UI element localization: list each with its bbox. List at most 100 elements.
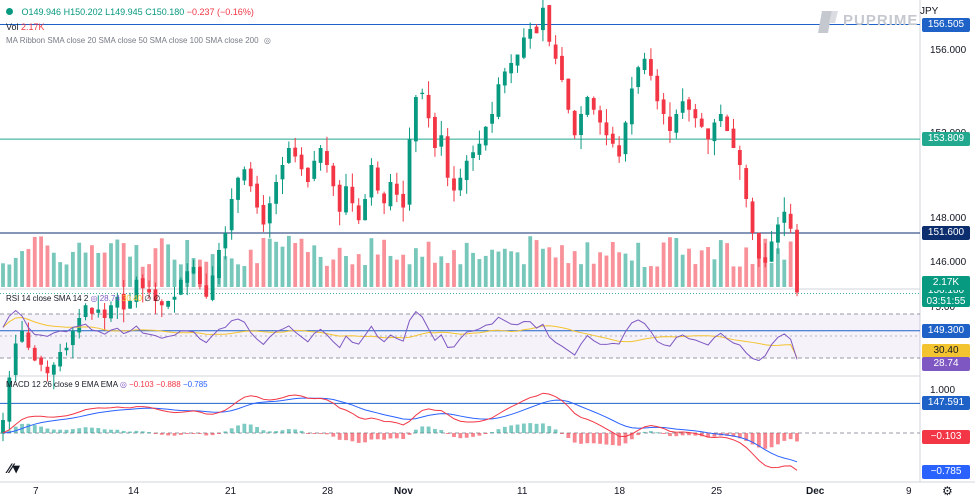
macd-hist-bar [452, 433, 456, 437]
macd-hist-bar [502, 426, 507, 433]
macd-hist-bar [541, 423, 545, 433]
macd-hist-bar [331, 433, 336, 437]
candle-body [636, 67, 641, 88]
candle-body [750, 201, 755, 233]
macd-hist-bar [375, 433, 380, 440]
eye-icon[interactable]: ◎ [119, 380, 127, 389]
macd-legend[interactable]: MACD 12 26 close 9 EMA EMA ◎ −0.103 −0.8… [6, 380, 208, 389]
volume-bar [629, 260, 634, 287]
candle-body [445, 136, 450, 178]
volume-bar [70, 251, 75, 287]
macd-hist-bar [96, 428, 101, 433]
candle-body [502, 71, 507, 86]
macd-hist-bar [229, 428, 234, 433]
macd-hist-bar [210, 433, 215, 436]
volume-bar [305, 252, 310, 287]
candle-body [312, 160, 317, 179]
volume-legend[interactable]: Vol 2.17K [6, 22, 45, 32]
volume-bar [312, 245, 317, 287]
volume-bar [1, 263, 5, 287]
price-level-tag: 149.300 [922, 323, 970, 338]
macd-hist-bar [318, 433, 323, 434]
candle-body [477, 143, 482, 155]
candle-body [64, 347, 69, 351]
macd-hist-bar [382, 433, 387, 440]
macd-hist-bar [547, 426, 552, 433]
volume-bar [401, 254, 406, 287]
volume-bar [464, 242, 469, 287]
candle-body [90, 307, 94, 314]
candle-body [375, 167, 380, 191]
macd-signal-tag: −0.785 [922, 464, 970, 479]
volume-bar [286, 235, 291, 287]
volume-bar [680, 254, 685, 287]
candle-body [706, 128, 710, 140]
macd-hist-bar [560, 433, 564, 434]
volume-bar [458, 264, 463, 287]
macd-hist-bar [706, 433, 710, 438]
macd-hist-bar [166, 433, 171, 436]
candle-body [521, 37, 526, 58]
candle-body [515, 54, 520, 66]
volume-value: 2.17K [21, 22, 45, 32]
eye-icon[interactable]: ◎ [90, 294, 98, 303]
candle-body [598, 110, 602, 123]
rsi-value-tag: 28.74 [922, 357, 970, 372]
volume-bar [471, 252, 475, 287]
macd-hist-bar [153, 433, 158, 434]
macd-hist-bar [293, 429, 298, 433]
candle-body [566, 78, 571, 110]
candle-body [299, 154, 304, 170]
macd-hist-bar [566, 433, 571, 439]
macd-hist-bar [617, 433, 622, 446]
volume-bar [318, 256, 323, 287]
volume-bar [566, 263, 571, 287]
volume-bar [515, 252, 520, 287]
volume-bar [591, 263, 596, 287]
volume-bar [267, 238, 272, 287]
candle-body [45, 366, 50, 374]
candle-body [115, 296, 120, 308]
currency-label[interactable]: JPY [920, 6, 939, 17]
volume-bar [502, 248, 507, 287]
candle-body [629, 88, 634, 125]
volume-bar [572, 251, 577, 287]
macd-line [2, 392, 798, 471]
candle-body [699, 118, 704, 127]
volume-bar [134, 245, 139, 287]
volume-bar [382, 239, 387, 287]
volume-bar [439, 256, 444, 287]
candle-body [286, 148, 291, 163]
macd-hist-bar [363, 433, 367, 443]
volume-bar [39, 236, 44, 287]
macd-hist-bar [115, 429, 120, 433]
macd-hist-bar [121, 430, 126, 433]
candle-body [458, 177, 463, 191]
macd-hist-bar [737, 433, 742, 439]
candle-body [782, 211, 787, 223]
candle-body [210, 275, 215, 300]
macd-hist-bar [128, 431, 132, 433]
rsi-legend[interactable]: RSI 14 close SMA 14 2 ◎ 28.74 30.40 ∅ ∅ [6, 294, 160, 303]
macd-hist-bar [102, 429, 107, 433]
candle-body [547, 5, 552, 42]
volume-bar [90, 245, 94, 287]
macd-hist-bar [217, 433, 221, 434]
candle-body [58, 352, 63, 367]
volume-bar [598, 252, 602, 287]
volume-bar [280, 246, 285, 287]
candle-body [661, 99, 666, 114]
volume-bar [521, 264, 526, 287]
macd-hist-bar [45, 428, 50, 433]
candle-body [280, 165, 285, 180]
candle-body [337, 184, 342, 212]
eye-icon[interactable]: ◎ [263, 36, 271, 45]
candle-body [433, 116, 437, 148]
volume-bar [178, 264, 183, 287]
ma-ribbon-legend[interactable]: MA Ribbon SMA close 20 SMA close 50 SMA … [6, 36, 271, 45]
candle-body [452, 178, 456, 191]
gear-icon[interactable]: ⚙ [942, 484, 953, 498]
volume-bar [788, 241, 793, 287]
candle-body [20, 330, 24, 342]
